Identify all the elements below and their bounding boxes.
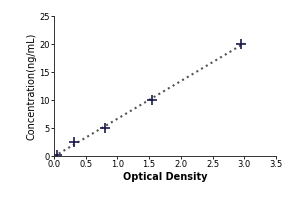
Y-axis label: Concentration(ng/mL): Concentration(ng/mL)	[27, 32, 37, 140]
X-axis label: Optical Density: Optical Density	[123, 172, 207, 182]
